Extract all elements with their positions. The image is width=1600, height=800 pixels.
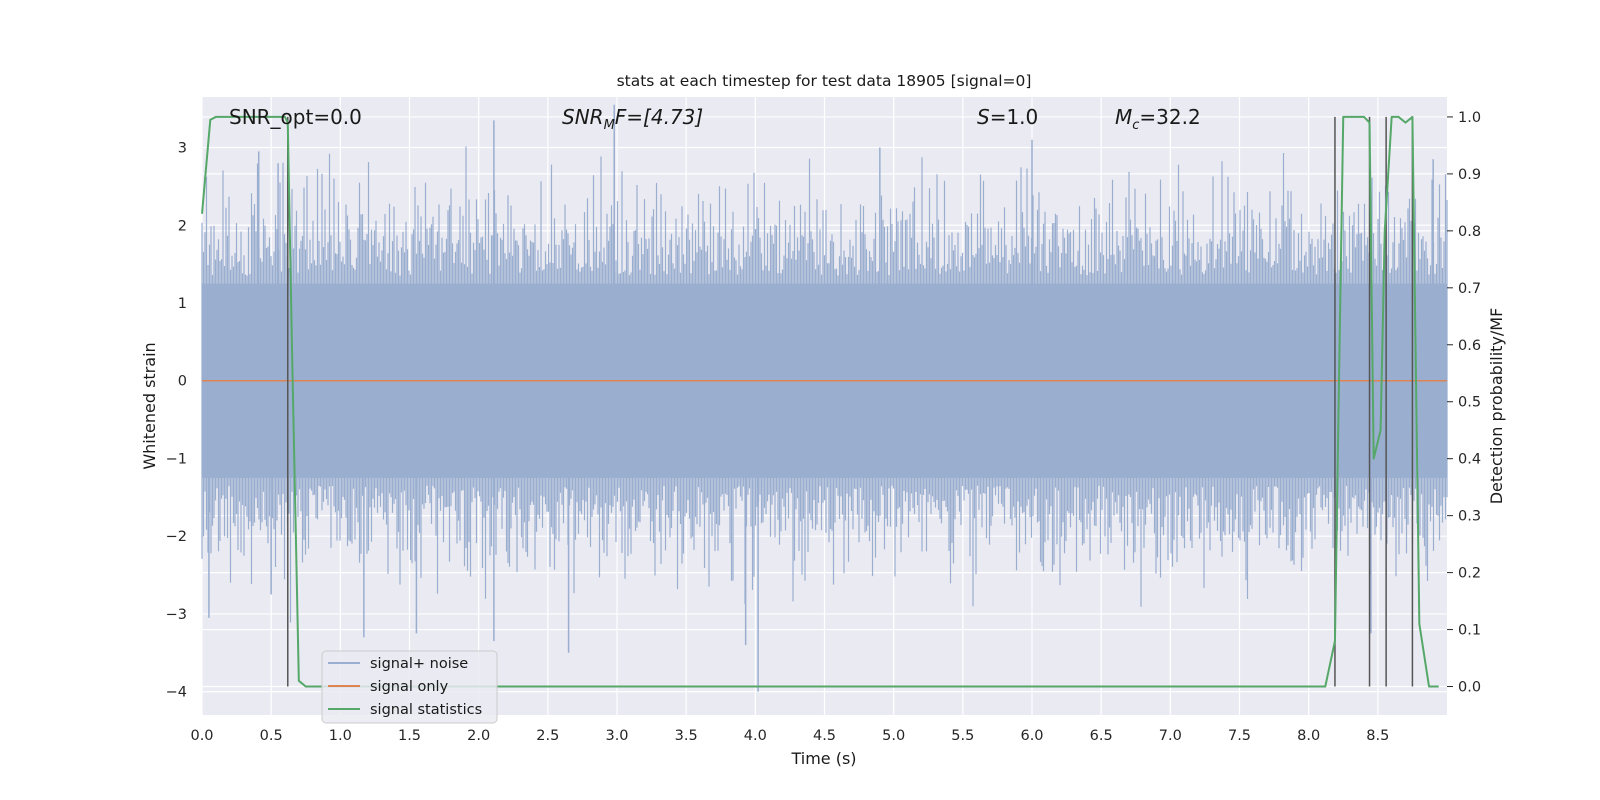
legend-label-signal-only: signal only [370,679,449,695]
x-tick-label: 3.0 [605,728,628,744]
y-right-tick-label: 0.0 [1458,680,1481,696]
y-axis-label: Whitened strain [140,342,159,469]
legend-box [321,650,498,724]
y-right-axis-label: Detection probability/MF [1487,308,1506,505]
y-tick-labels: 3 2 1 0 −1 −2 −3 −4 [166,141,187,701]
chart-title: stats at each timestep for test data 189… [617,72,1032,90]
y-tick-label: −3 [166,607,187,623]
annotation-mc-label: M [1115,105,1132,129]
annotation-mc: Mc=32.2 [1115,105,1201,133]
annotation-mc-sub: c [1132,118,1139,133]
signal-statistics-line [201,115,1439,688]
x-tick-label: 8.0 [1297,728,1320,744]
y-right-tick-label: 0.6 [1458,338,1481,354]
x-tick-label: 3.5 [675,728,698,744]
legend: signal+ noise signal only signal statist… [321,650,498,724]
annotation-s-label: S [977,105,990,129]
y-right-tick-labels: 1.0 0.9 0.8 0.7 0.6 0.5 0.4 0.3 0.2 0.1 0.0 [1447,110,1481,696]
x-tick-label: 2.5 [536,728,559,744]
x-tick-label: 2.0 [467,728,490,744]
annotation-snr-mf: SNRMF=[4.73] [562,105,703,133]
y-tick-label: 2 [178,218,187,234]
x-tick-label: 7.0 [1159,728,1182,744]
y-right-tick-label: 0.5 [1458,395,1481,411]
x-tick-label: 7.5 [1228,728,1251,744]
x-tick-label: 1.0 [329,728,352,744]
x-tick-label: 6.5 [1090,728,1113,744]
x-tick-label: 8.5 [1366,728,1389,744]
y-tick-label: −4 [166,685,187,701]
x-tick-label: 0.0 [190,728,213,744]
x-tick-labels: 0.0 0.5 1.0 1.5 2.0 2.5 3.0 3.5 4.0 4.5 5.0 5.5 6.0 6… [190,728,1389,744]
annotation-snr-mf-rest: F=[4.73] [615,105,703,129]
y-right-tick-label: 0.1 [1458,623,1481,639]
y-right-tick-label: 0.8 [1458,224,1481,240]
x-axis-label: Time (s) [790,749,856,768]
annotation-snr-mf-sub: M [604,118,615,133]
y-tick-label: 0 [178,374,187,390]
x-tick-label: 0.5 [260,728,283,744]
annotation-s: S=1.0 [977,105,1038,129]
y-right-tick-label: 0.3 [1458,509,1481,525]
x-tick-label: 4.0 [744,728,767,744]
annotation-mc-value: =32.2 [1139,105,1200,129]
y-right-tick-label: 0.9 [1458,167,1481,183]
y-right-tick-label: 1.0 [1458,110,1481,126]
legend-label-signal-plus-noise: signal+ noise [370,656,468,672]
y-right-tick-label: 0.2 [1458,566,1481,582]
y-tick-label: −2 [166,529,187,545]
y-tick-label: −1 [166,451,187,467]
x-tick-label: 4.5 [813,728,836,744]
y-right-tick-label: 0.7 [1458,281,1481,297]
series-signal-statistics [201,115,1439,688]
legend-label-signal-statistics: signal statistics [370,702,482,718]
x-tick-label: 1.5 [398,728,421,744]
noise-trace [201,146,1448,623]
x-tick-label: 5.0 [882,728,905,744]
y-tick-label: 3 [178,141,187,157]
y-right-tick-label: 0.4 [1458,452,1481,468]
x-tick-label: 5.5 [951,728,974,744]
annotation-s-value: =1.0 [990,105,1039,129]
annotation-snr-mf-label: SNR [562,105,604,129]
y-tick-label: 1 [178,296,187,312]
annotation-snr-opt: SNR_opt=0.0 [229,105,362,129]
x-tick-label: 6.0 [1020,728,1043,744]
